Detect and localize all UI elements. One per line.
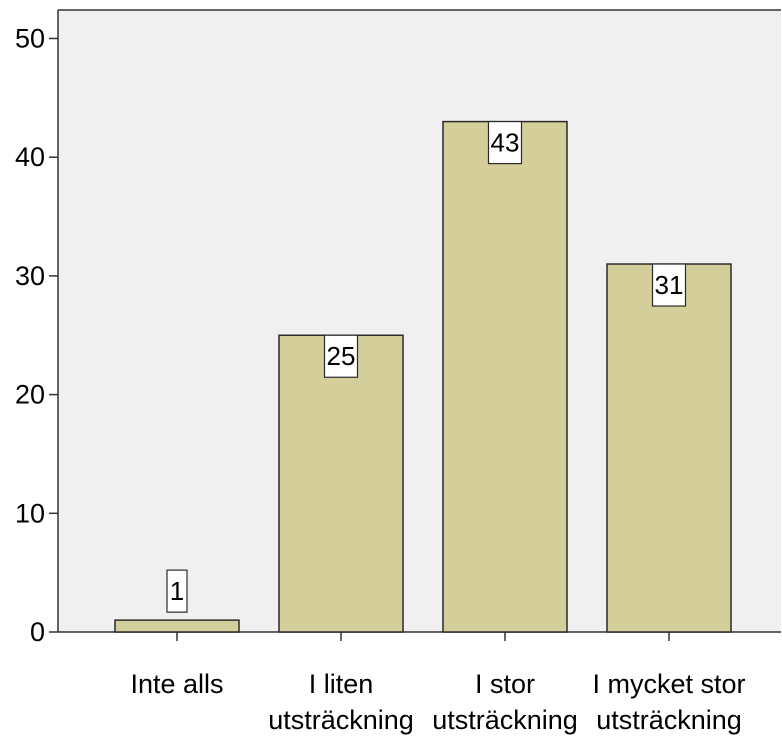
data-label-box	[651, 263, 687, 307]
y-tick-label: 50	[15, 23, 45, 53]
data-label: 1	[170, 576, 184, 606]
x-tick-label: utsträckning	[596, 705, 742, 735]
x-tick-label: utsträckning	[432, 705, 578, 735]
bars-group	[114, 120, 732, 633]
x-axis: Inte alls I liten utsträckning I stor utsträ…	[58, 631, 781, 735]
x-tick-label: utsträckning	[268, 705, 414, 735]
bar	[278, 334, 404, 633]
x-tick-label: I mycket stor	[592, 669, 745, 699]
y-axis: 0 10 20 30 40 50	[15, 9, 781, 647]
data-labels-group: 1 25 43 31	[166, 120, 687, 613]
data-label-box	[487, 120, 523, 165]
bar	[606, 263, 732, 633]
data-label-box	[166, 569, 188, 613]
x-tick-label: I stor	[475, 669, 535, 699]
y-tick-label: 30	[15, 261, 45, 291]
y-tick-label: 40	[15, 142, 45, 172]
y-tick-label: 20	[15, 380, 45, 410]
data-label: 25	[327, 341, 356, 371]
data-label-box	[323, 334, 359, 378]
y-tick-label: 10	[15, 498, 45, 528]
bar	[442, 120, 568, 633]
data-label: 31	[655, 270, 684, 300]
x-tick-label: Inte alls	[130, 669, 223, 699]
bar	[114, 619, 240, 633]
x-tick-label: I liten	[309, 669, 374, 699]
y-tick-label: 0	[30, 617, 45, 647]
data-label: 43	[491, 128, 520, 158]
